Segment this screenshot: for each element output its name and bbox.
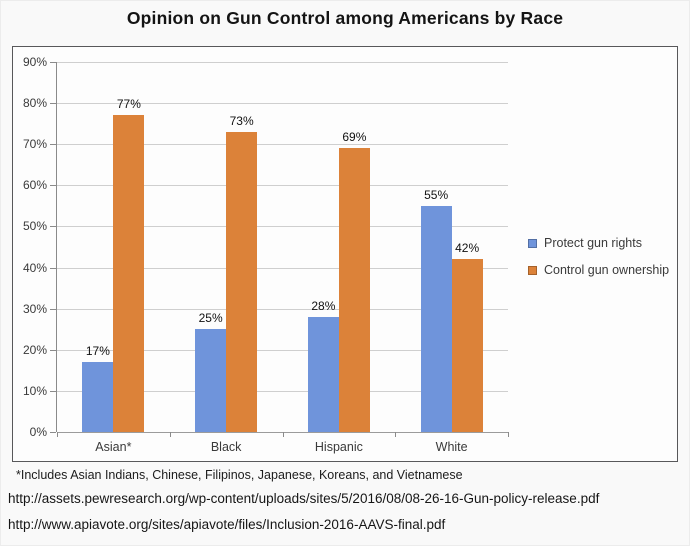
bar-value-label: 42% bbox=[455, 241, 480, 256]
y-axis-tick bbox=[50, 349, 56, 351]
footnote: *Includes Asian Indians, Chinese, Filipi… bbox=[16, 468, 463, 482]
bar-protect-gun-rights-hispanic bbox=[307, 316, 339, 432]
bar-value-label: 55% bbox=[424, 187, 449, 202]
chart-frame: 0% 10% 20% 30% 40% 50% 60% 70% 80% 90% Asian* Black… bbox=[12, 46, 678, 462]
legend-label: Control gun ownership bbox=[544, 263, 670, 277]
legend-swatch-icon bbox=[528, 238, 537, 248]
y-axis-tick-label: 80% bbox=[22, 96, 47, 111]
gridline bbox=[57, 267, 508, 269]
bar-control-gun-ownership-asian bbox=[113, 115, 145, 432]
x-axis-tick bbox=[169, 432, 171, 437]
bar-value-label: 25% bbox=[198, 311, 223, 326]
bar-value-label: 28% bbox=[311, 298, 336, 313]
legend-item-protect-gun-rights: Protect gun rights bbox=[528, 236, 669, 250]
y-axis-tick-label: 50% bbox=[22, 219, 47, 234]
source-url-1: http://assets.pewresearch.org/wp-content… bbox=[8, 491, 600, 506]
bar-protect-gun-rights-asian bbox=[82, 362, 114, 432]
x-axis-tick bbox=[508, 432, 509, 437]
y-axis-tick bbox=[50, 226, 56, 228]
bar-value-label: 69% bbox=[342, 130, 367, 145]
gridline bbox=[57, 103, 508, 105]
y-axis-tick bbox=[50, 144, 56, 146]
bar-control-gun-ownership-black bbox=[226, 131, 258, 432]
y-axis-tick-label: 10% bbox=[22, 383, 47, 398]
y-axis-tick bbox=[50, 267, 56, 269]
bar-protect-gun-rights-black bbox=[195, 329, 227, 432]
bar-value-label: 73% bbox=[229, 113, 254, 128]
bar-value-label: 17% bbox=[85, 344, 110, 359]
bar-control-gun-ownership-white bbox=[451, 259, 483, 432]
gridline bbox=[57, 185, 508, 187]
y-axis-tick bbox=[50, 103, 56, 105]
legend-swatch-icon bbox=[528, 265, 537, 275]
plot-area: 0% 10% 20% 30% 40% 50% 60% 70% 80% 90% Asian* Black… bbox=[23, 55, 509, 454]
x-axis-tick bbox=[57, 432, 58, 437]
x-axis-tick bbox=[282, 432, 284, 437]
legend-item-control-gun-ownership: Control gun ownership bbox=[528, 263, 669, 277]
y-axis-tick-label: 20% bbox=[22, 342, 47, 357]
y-axis-tick bbox=[50, 390, 56, 392]
gridline bbox=[57, 349, 508, 351]
y-axis-tick-label: 70% bbox=[22, 137, 47, 152]
x-axis-category-label: Black bbox=[210, 440, 242, 454]
gridline bbox=[57, 62, 508, 63]
y-axis-tick-label: 90% bbox=[22, 55, 47, 69]
x-axis-category-label: White bbox=[435, 440, 468, 454]
y-axis-tick bbox=[50, 432, 56, 433]
y-axis-tick bbox=[50, 308, 56, 310]
bar-value-label: 77% bbox=[116, 97, 141, 112]
x-axis-category-label: Asian* bbox=[95, 440, 132, 454]
gridline bbox=[57, 144, 508, 146]
gridline bbox=[57, 308, 508, 310]
gridline bbox=[57, 390, 508, 392]
source-url-2: http://www.apiavote.org/sites/apiavote/f… bbox=[8, 517, 446, 532]
bar-control-gun-ownership-hispanic bbox=[338, 148, 370, 432]
x-axis-category-label: Hispanic bbox=[314, 440, 363, 454]
x-axis-tick bbox=[395, 432, 397, 437]
y-axis-tick-label: 40% bbox=[22, 260, 47, 275]
y-axis-tick-label: 60% bbox=[22, 178, 47, 193]
y-axis-tick bbox=[50, 62, 56, 63]
bar-protect-gun-rights-white bbox=[420, 205, 452, 432]
legend: Protect gun rights Control gun ownership bbox=[528, 236, 669, 277]
gridline bbox=[57, 226, 508, 228]
legend-label: Protect gun rights bbox=[544, 236, 642, 250]
chart-title: Opinion on Gun Control among Americans b… bbox=[126, 8, 564, 28]
y-axis-tick-label: 30% bbox=[22, 301, 47, 316]
y-axis-tick bbox=[50, 185, 56, 187]
y-axis-line bbox=[56, 62, 57, 432]
y-axis-tick-label: 0% bbox=[29, 425, 47, 439]
